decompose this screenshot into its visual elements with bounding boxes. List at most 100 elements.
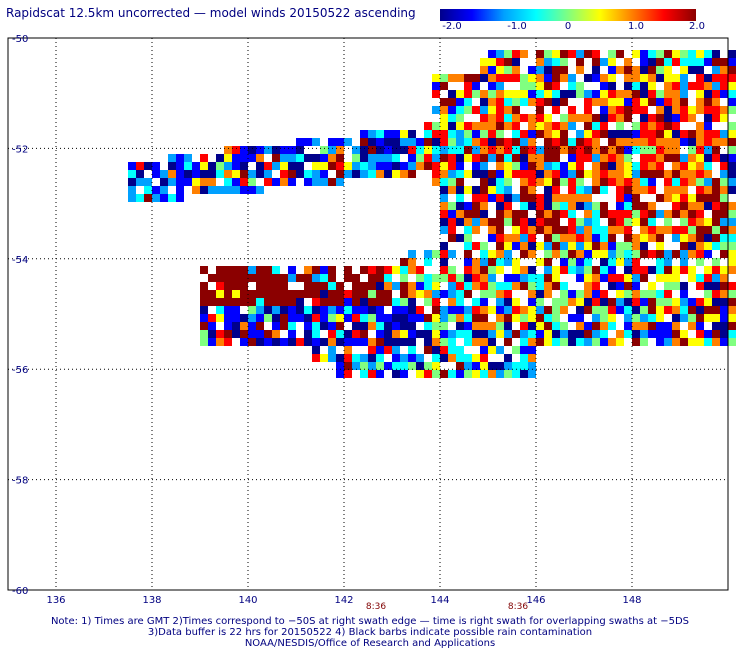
wind-cell (592, 170, 600, 178)
wind-cell (472, 114, 480, 122)
wind-cell (488, 130, 496, 138)
wind-cell (448, 74, 456, 82)
wind-cell (440, 186, 448, 194)
wind-cell (720, 146, 728, 154)
wind-cell (648, 234, 656, 242)
wind-cell (520, 226, 528, 234)
wind-cell (368, 314, 376, 322)
wind-cell (528, 114, 536, 122)
wind-cell (712, 306, 720, 314)
wind-cell (624, 226, 632, 234)
wind-cell (328, 138, 336, 146)
wind-cell (496, 146, 504, 154)
wind-cell (424, 282, 432, 290)
wind-cell (712, 138, 720, 146)
wind-cell (160, 194, 168, 202)
wind-cell (616, 306, 624, 314)
wind-cell (720, 218, 728, 226)
wind-cell (472, 282, 480, 290)
wind-cell (264, 322, 272, 330)
wind-cell (640, 90, 648, 98)
wind-cell (280, 146, 288, 154)
wind-cell (616, 226, 624, 234)
wind-cell (264, 290, 272, 298)
wind-cell (472, 74, 480, 82)
wind-cell (504, 322, 512, 330)
wind-cell (456, 98, 464, 106)
wind-cell (728, 274, 736, 282)
wind-cell (368, 154, 376, 162)
wind-cell (672, 66, 680, 74)
wind-cell (600, 106, 608, 114)
wind-cell (616, 114, 624, 122)
wind-cell (376, 346, 384, 354)
wind-cell (504, 210, 512, 218)
wind-cell (696, 298, 704, 306)
wind-cell (336, 354, 344, 362)
wind-cell (600, 114, 608, 122)
wind-cell (704, 122, 712, 130)
wind-cell (600, 210, 608, 218)
wind-cell (336, 314, 344, 322)
wind-cell (216, 274, 224, 282)
wind-cell (288, 146, 296, 154)
wind-cell (448, 90, 456, 98)
wind-cell (728, 122, 736, 130)
wind-cell (688, 234, 696, 242)
wind-cell (672, 74, 680, 82)
wind-cell (408, 290, 416, 298)
wind-cell (568, 178, 576, 186)
wind-cell (728, 186, 736, 194)
wind-cell (312, 146, 320, 154)
wind-cell (472, 306, 480, 314)
wind-cell (600, 250, 608, 258)
wind-cell (536, 218, 544, 226)
wind-cell (280, 170, 288, 178)
swath-time-label: 8:36 (507, 602, 529, 612)
wind-cell (544, 170, 552, 178)
wind-cell (648, 154, 656, 162)
wind-cell (720, 82, 728, 90)
wind-cell (552, 306, 560, 314)
wind-cell (672, 250, 680, 258)
wind-cell (528, 282, 536, 290)
wind-cell (200, 274, 208, 282)
wind-cell (496, 138, 504, 146)
wind-cell (480, 306, 488, 314)
wind-cell (584, 202, 592, 210)
wind-cell (584, 66, 592, 74)
wind-cell (632, 178, 640, 186)
wind-cell (688, 274, 696, 282)
wind-cell (456, 250, 464, 258)
wind-cell (648, 290, 656, 298)
wind-cell (552, 202, 560, 210)
wind-cell (536, 162, 544, 170)
wind-cell (472, 186, 480, 194)
wind-cell (728, 146, 736, 154)
wind-cell (488, 274, 496, 282)
wind-cell (576, 290, 584, 298)
wind-cell (560, 122, 568, 130)
latitude-tick-label: -54 (12, 255, 28, 266)
wind-cell (640, 210, 648, 218)
wind-cell (504, 314, 512, 322)
wind-cell (440, 154, 448, 162)
wind-cell (648, 258, 656, 266)
wind-cell (552, 162, 560, 170)
wind-cell (368, 274, 376, 282)
wind-cell (312, 162, 320, 170)
wind-cell (472, 194, 480, 202)
wind-cell (448, 170, 456, 178)
wind-cell (504, 242, 512, 250)
wind-cell (272, 274, 280, 282)
wind-cell (520, 314, 528, 322)
wind-cell (224, 186, 232, 194)
wind-cell (232, 338, 240, 346)
wind-cell (624, 178, 632, 186)
wind-cell (288, 330, 296, 338)
wind-cell (512, 370, 520, 378)
wind-cell (720, 90, 728, 98)
wind-cell (456, 258, 464, 266)
wind-cell (704, 314, 712, 322)
wind-cell (296, 314, 304, 322)
